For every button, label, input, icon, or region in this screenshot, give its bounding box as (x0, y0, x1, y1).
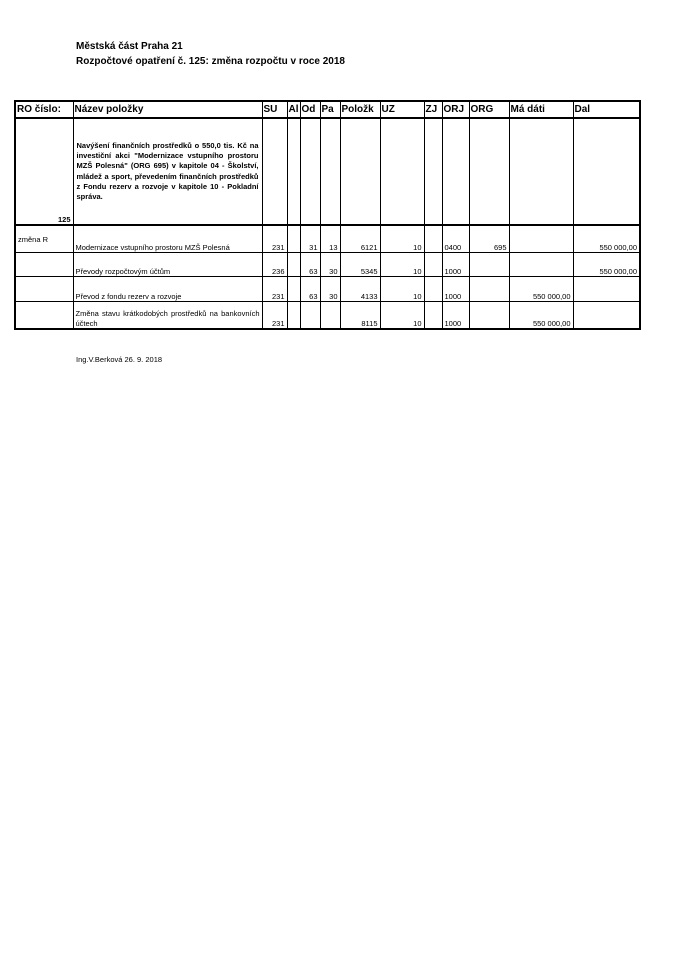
cell-pa: 30 (319, 252, 341, 277)
cell-polozka: 4133 (339, 276, 381, 302)
cell-orj: 1000 (441, 276, 470, 302)
cell-ro (14, 301, 74, 330)
ro-summary-row: 125 Navýšení finančních prostředků o 550… (14, 117, 641, 226)
cell-ro (14, 252, 74, 277)
cell-org (468, 276, 510, 302)
cell-orj: 1000 (441, 301, 470, 330)
cell-ro: změna R (14, 224, 74, 253)
column-header: Položk (339, 100, 381, 119)
cell-od: 63 (299, 252, 321, 277)
cell-dal (572, 276, 641, 302)
cell-name: Změna stavu krátkodobých prostředků na b… (72, 301, 263, 330)
cell-polozka: 5345 (339, 252, 381, 277)
cell-name: Převod z fondu rezerv a rozvoje (72, 276, 263, 302)
table-row: změna R Modernizace vstupního prostoru MZ… (14, 224, 641, 253)
cell-pa (319, 301, 341, 330)
cell-su: 231 (261, 301, 288, 330)
cell-al (286, 224, 301, 253)
column-header: Dal (572, 100, 641, 119)
cell-al (286, 276, 301, 302)
cell-name: Převody rozpočtovým účtům (72, 252, 263, 277)
cell-uz: 10 (379, 301, 425, 330)
column-header: Má dáti (508, 100, 574, 119)
signature-date: Ing.V.Berková 26. 9. 2018 (76, 355, 163, 364)
column-header: Pa (319, 100, 341, 119)
cell-polozka: 6121 (339, 224, 381, 253)
ro-description: Navýšení finančních prostředků o 550,0 t… (72, 117, 263, 226)
municipality-title: Městská část Praha 21 (76, 41, 183, 52)
column-header: Název položky (72, 100, 263, 119)
ro-number: 125 (14, 117, 74, 226)
table-row: Převod z fondu rezerv a rozvoje 231 63 30 41… (14, 276, 641, 302)
cell-polozka: 8115 (339, 301, 381, 330)
cell-org: 695 (468, 224, 510, 253)
cell-od (299, 301, 321, 330)
cell-org (468, 252, 510, 277)
cell-org (468, 301, 510, 330)
cell-orj: 1000 (441, 252, 470, 277)
column-header: RO číslo: (14, 100, 74, 119)
cell-pa: 30 (319, 276, 341, 302)
cell-od: 63 (299, 276, 321, 302)
column-header: ORG (468, 100, 510, 119)
cell-zj (423, 276, 443, 302)
budget-table: RO číslo: Název položky SU Al Od Pa Položk UZ ZJ… (14, 100, 641, 330)
cell-al (286, 301, 301, 330)
table-header: RO číslo: Název položky SU Al Od Pa Položk UZ ZJ… (14, 100, 641, 119)
cell-ma-dati: 550 000,00 (508, 276, 574, 302)
column-header: Al (286, 100, 301, 119)
cell-dal (572, 301, 641, 330)
cell-zj (423, 224, 443, 253)
table-row: Změna stavu krátkodobých prostředků na b… (14, 301, 641, 330)
column-header: Od (299, 100, 321, 119)
cell-uz: 10 (379, 224, 425, 253)
cell-od: 31 (299, 224, 321, 253)
cell-su: 236 (261, 252, 288, 277)
cell-al (286, 252, 301, 277)
cell-name: Modernizace vstupního prostoru MZŠ Poles… (72, 224, 263, 253)
column-header: SU (261, 100, 288, 119)
cell-dal: 550 000,00 (572, 224, 641, 253)
column-header: UZ (379, 100, 425, 119)
cell-zj (423, 301, 443, 330)
cell-orj: 0400 (441, 224, 470, 253)
cell-dal: 550 000,00 (572, 252, 641, 277)
cell-uz: 10 (379, 276, 425, 302)
cell-su: 231 (261, 276, 288, 302)
cell-uz: 10 (379, 252, 425, 277)
cell-su: 231 (261, 224, 288, 253)
cell-ro (14, 276, 74, 302)
cell-pa: 13 (319, 224, 341, 253)
cell-zj (423, 252, 443, 277)
cell-ma-dati: 550 000,00 (508, 301, 574, 330)
cell-ma-dati (508, 252, 574, 277)
column-header: ORJ (441, 100, 470, 119)
column-header: ZJ (423, 100, 443, 119)
cell-ma-dati (508, 224, 574, 253)
document-title: Rozpočtové opatření č. 125: změna rozpoč… (76, 56, 345, 67)
table-row: Převody rozpočtovým účtům 236 63 30 5345 10 10… (14, 252, 641, 277)
